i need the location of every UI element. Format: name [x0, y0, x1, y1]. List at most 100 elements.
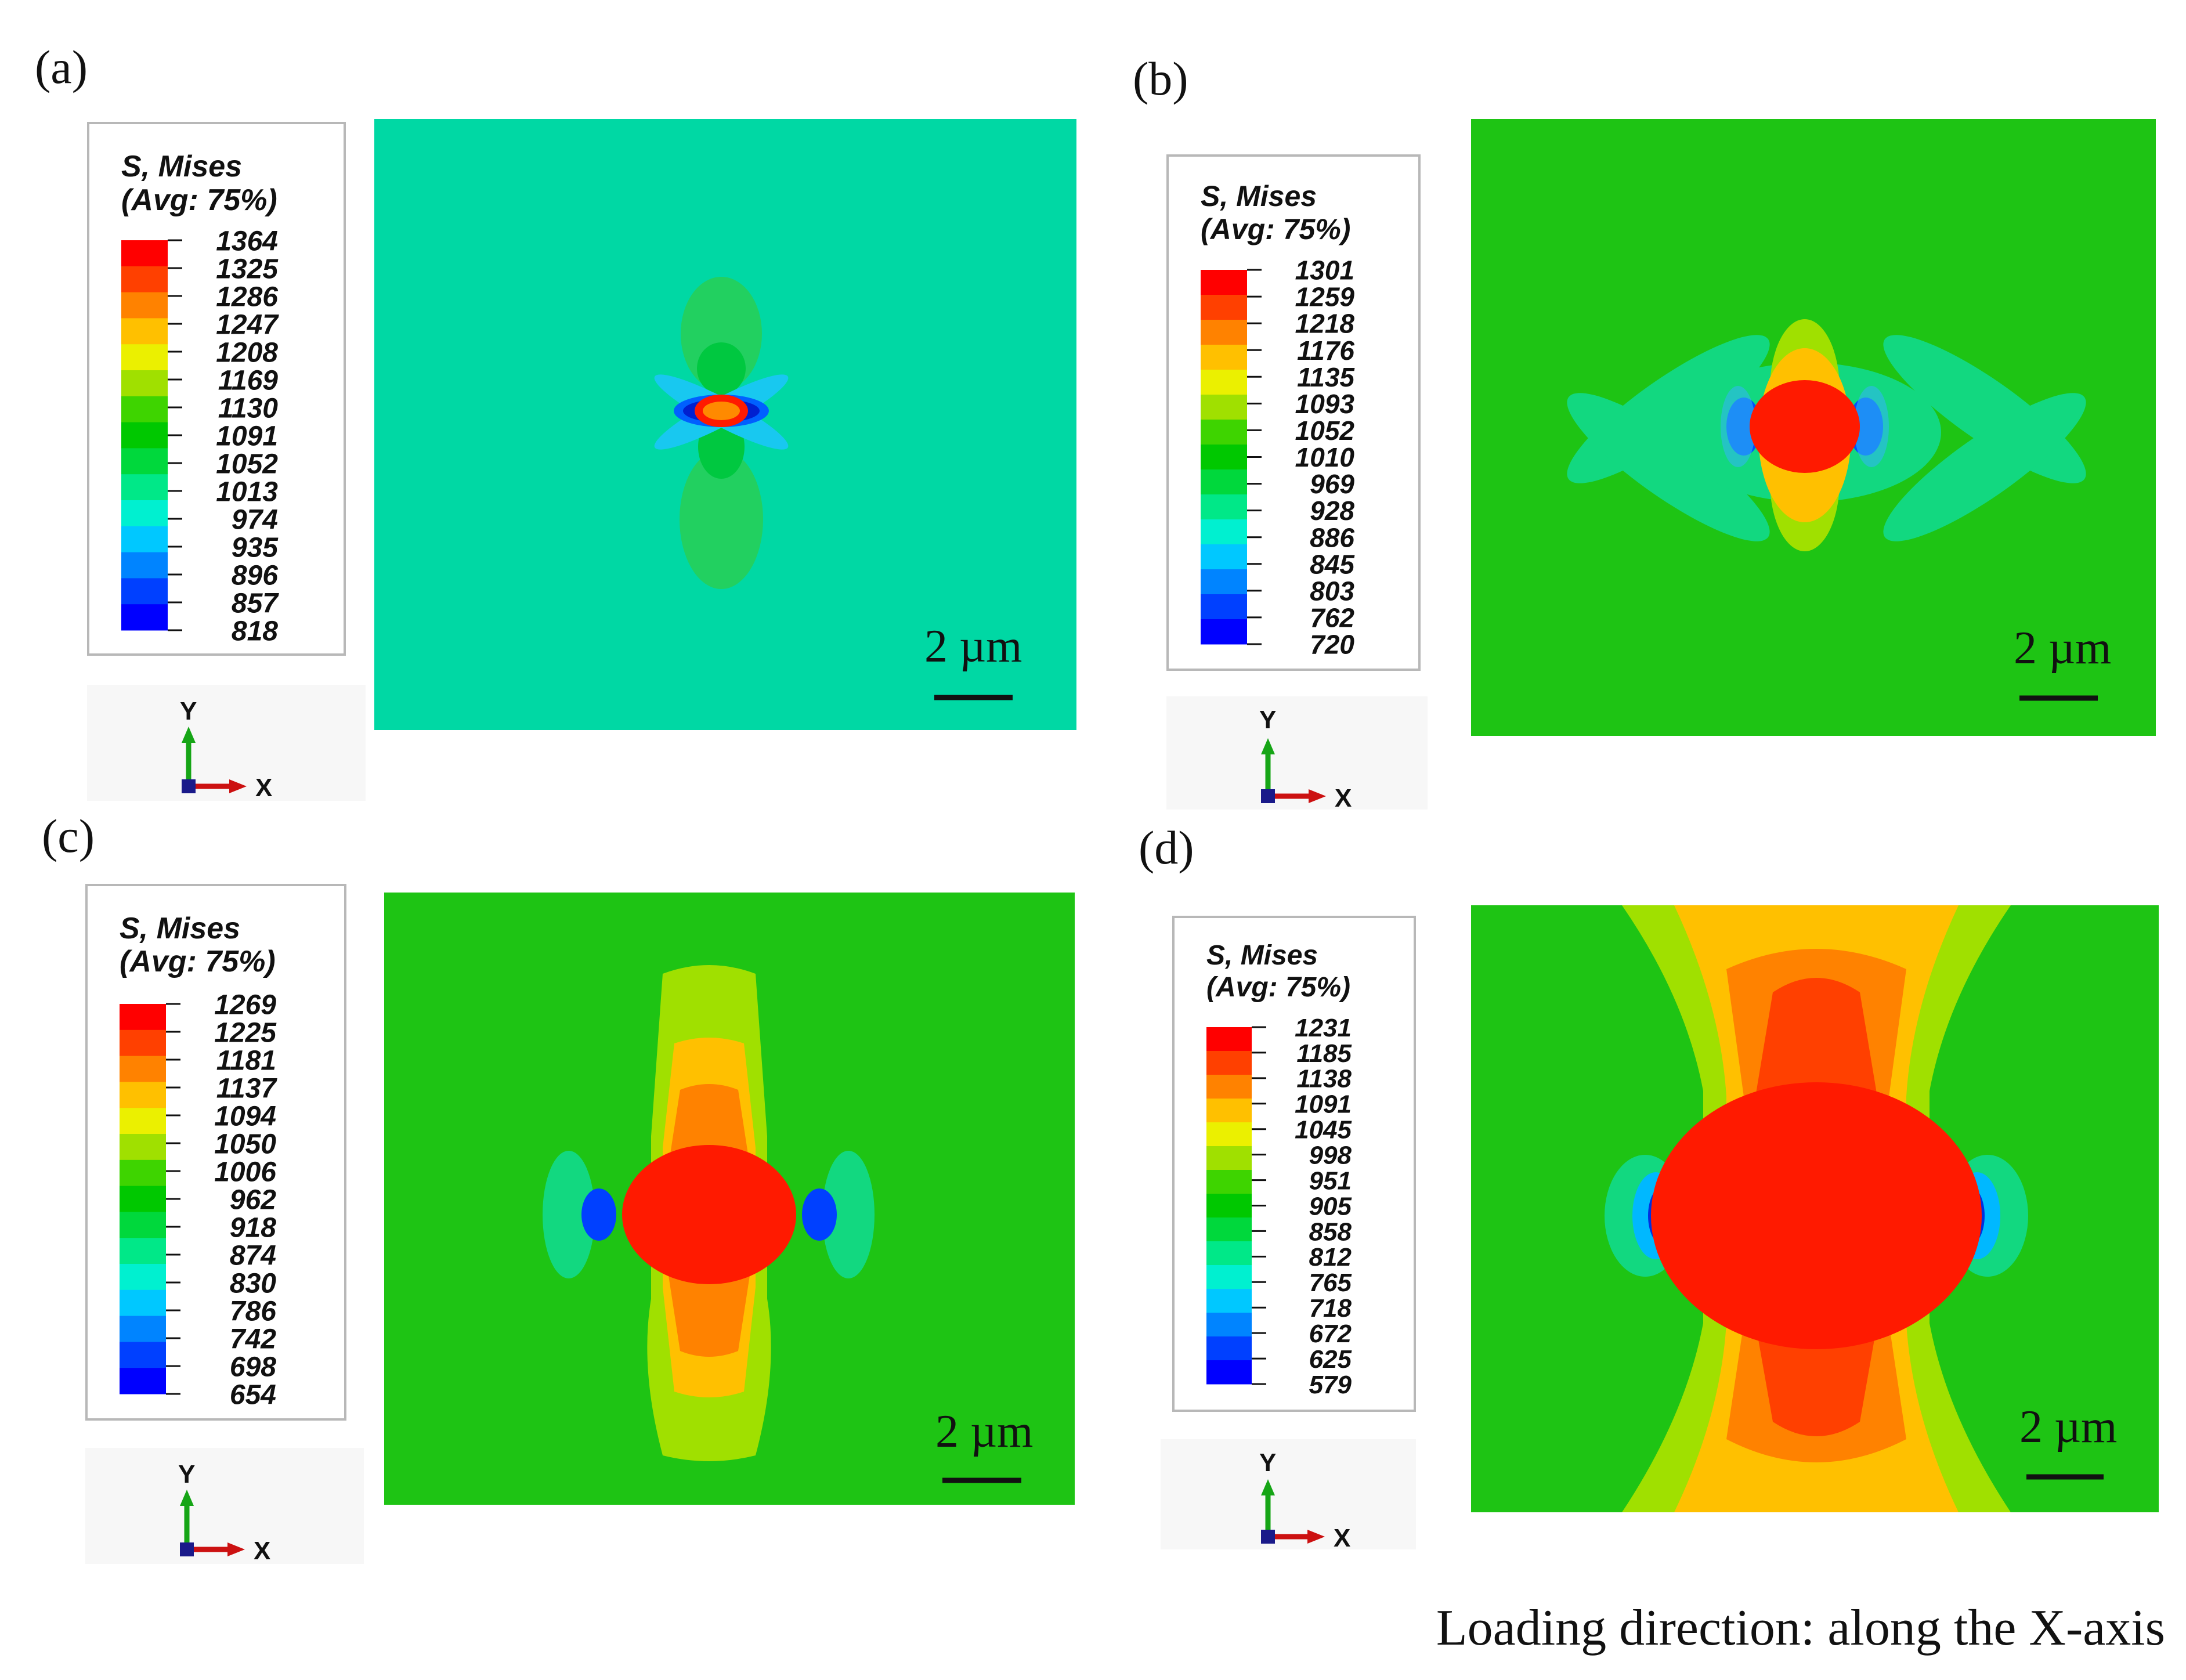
colorbar-tick-label: 803 — [1310, 576, 1354, 606]
axis-triad-d: Y X — [1161, 1439, 1416, 1549]
panel-c-label: (c) — [42, 810, 95, 862]
colorbar-tick-label: 1013 — [216, 476, 278, 507]
colorbar-tick-label: 1364 — [216, 226, 278, 256]
colorbar-tick-label: 1091 — [1295, 1090, 1352, 1119]
y-axis-label: Y — [178, 1460, 195, 1488]
colorbar-band — [120, 1289, 166, 1317]
colorbar-band — [121, 474, 168, 501]
legend-title: S, Mises — [1206, 940, 1318, 971]
scale-bar-label: 2 µm — [935, 1406, 1033, 1457]
colorbar-tick-label: 1301 — [1295, 255, 1354, 286]
colorbar-band — [120, 1316, 166, 1342]
colorbar-band — [1206, 1241, 1252, 1266]
colorbar-band — [121, 604, 168, 631]
colorbar-band — [121, 240, 168, 267]
z-axis-marker — [1261, 1530, 1275, 1544]
z-axis-marker — [182, 779, 196, 793]
colorbar-tick-label: 720 — [1310, 630, 1354, 660]
inclusion — [1750, 380, 1860, 473]
colorbar-tick-label: 654 — [230, 1379, 276, 1410]
colorbar-band — [1201, 619, 1247, 645]
colorbar-band — [1206, 1360, 1252, 1385]
colorbar-ticks: 1301125912181176113510931052101096992888… — [1247, 255, 1355, 660]
colorbar-tick-label: 1137 — [216, 1073, 278, 1104]
colorbar-tick-label: 1052 — [216, 449, 278, 479]
colorbar-band — [121, 318, 168, 345]
colorbar-band — [121, 422, 168, 449]
colorbar-band — [1206, 1051, 1252, 1075]
colorbar-tick-label: 969 — [1310, 469, 1354, 499]
panel-b-label: (b) — [1133, 52, 1188, 105]
colorbar-tick-label: 1045 — [1295, 1116, 1352, 1144]
colorbar — [120, 1004, 166, 1394]
colorbar-band — [120, 1159, 166, 1187]
colorbar-tick-label: 579 — [1309, 1371, 1352, 1399]
colorbar-tick-label: 1091 — [216, 421, 278, 451]
y-axis-label: Y — [180, 697, 197, 725]
colorbar — [121, 240, 168, 631]
legend-title: S, Mises — [121, 150, 242, 183]
panel-d-label: (d) — [1139, 821, 1194, 874]
legend-panel-a: S, Mises (Avg: 75%) 1364 1325 1286 1247 1208… — [87, 122, 346, 656]
stress-contour-a: 2 µm — [374, 119, 1076, 730]
colorbar — [1201, 270, 1247, 645]
x-axis-label: X — [254, 1537, 270, 1564]
legend-panel-b: S, Mises (Avg: 75%) 1301 1259 1218 1176 1135… — [1166, 154, 1421, 671]
colorbar-band — [120, 1108, 166, 1135]
colorbar-band — [1201, 320, 1247, 345]
colorbar-band — [1206, 1075, 1252, 1099]
colorbar-tick-label: 742 — [230, 1324, 276, 1354]
colorbar-band — [1201, 594, 1247, 620]
colorbar-band — [1201, 519, 1247, 545]
panel-a-label: (a) — [35, 41, 88, 93]
colorbar-band — [1206, 1336, 1252, 1361]
colorbar-band — [120, 1004, 166, 1031]
colorbar-band — [1206, 1313, 1252, 1337]
colorbar-tick-label: 672 — [1309, 1320, 1352, 1348]
colorbar-tick-label: 918 — [230, 1212, 276, 1243]
colorbar-band — [120, 1186, 166, 1212]
colorbar-band — [1206, 1170, 1252, 1194]
stress-contour-b: 2 µm — [1471, 119, 2156, 736]
colorbar-tick-label: 698 — [230, 1352, 276, 1382]
axis-triad-a: Y X — [87, 685, 366, 801]
z-axis-marker — [1261, 789, 1275, 803]
x-axis-label: X — [1334, 1524, 1350, 1549]
loading-direction-caption: Loading direction: along the X-axis — [1436, 1600, 2165, 1656]
colorbar-band — [1201, 370, 1247, 395]
colorbar-tick-label: 818 — [232, 616, 278, 646]
colorbar-tick-label: 1130 — [218, 393, 279, 424]
colorbar-band — [1201, 494, 1247, 520]
axis-triad-c: Y X — [85, 1448, 364, 1564]
colorbar-tick-label: 857 — [232, 588, 279, 619]
colorbar-band — [120, 1368, 166, 1394]
colorbar-band — [120, 1264, 166, 1291]
colorbar-ticks: 1269122511811137109410501006962918874830… — [166, 989, 277, 1410]
x-axis-arrowhead — [1307, 1530, 1325, 1544]
colorbar-tick-label: 874 — [230, 1240, 276, 1271]
colorbar-tick-label: 935 — [232, 532, 279, 563]
colorbar-band — [121, 578, 168, 605]
colorbar-tick-label: 762 — [1310, 602, 1354, 633]
colorbar-band — [120, 1029, 166, 1057]
y-axis-label: Y — [1259, 706, 1276, 734]
colorbar-band — [120, 1342, 166, 1368]
colorbar-tick-label: 998 — [1309, 1141, 1352, 1169]
colorbar-tick-label: 1286 — [216, 281, 278, 312]
colorbar-band — [1206, 1122, 1252, 1147]
colorbar-band — [1201, 345, 1247, 370]
colorbar-tick-label: 905 — [1309, 1192, 1352, 1220]
colorbar-band — [1206, 1027, 1252, 1052]
colorbar-band — [1201, 395, 1247, 420]
colorbar — [1206, 1027, 1252, 1385]
colorbar-band — [1201, 420, 1247, 445]
wing-lower-right — [1883, 393, 2086, 541]
colorbar-band — [121, 448, 168, 475]
colorbar-tick-label: 1138 — [1296, 1065, 1352, 1093]
colorbar-band — [121, 370, 168, 397]
colorbar-tick-label: 1269 — [214, 989, 276, 1020]
wing-lower-left — [1567, 393, 1770, 541]
colorbar-ticks: 1231118511381091104599895190585881276571… — [1252, 1014, 1352, 1399]
colorbar-tick-label: 625 — [1309, 1345, 1352, 1374]
colorbar-tick-label: 886 — [1310, 522, 1354, 552]
